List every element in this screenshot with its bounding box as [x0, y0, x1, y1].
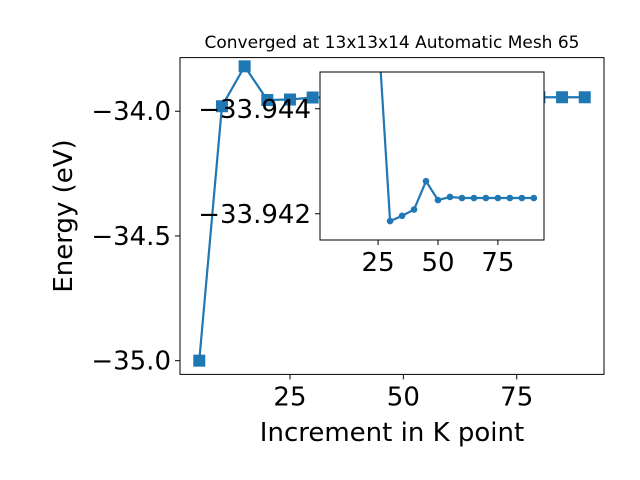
inset-data-point: [482, 194, 490, 202]
main-x-tick-label: 50: [387, 382, 420, 412]
inset-plot-area: [320, 72, 544, 240]
inset-data-point: [530, 194, 538, 202]
inset-data-point: [470, 194, 478, 202]
main-y-tick-label: −34.5: [91, 222, 171, 252]
main-data-point: [556, 91, 569, 104]
inset-y-tick-label: −33.944: [198, 95, 311, 125]
inset-x-ticks: 25 50 75: [362, 240, 514, 278]
inset-data-point: [494, 194, 502, 202]
inset-x-tick-label: 25: [362, 248, 395, 278]
inset-data-point: [422, 177, 430, 185]
inset-series: [379, 72, 538, 225]
inset-axes-frame: [319, 71, 545, 241]
x-axis-label: Increment in K point: [260, 418, 524, 448]
main-data-point: [578, 91, 591, 104]
main-x-tick-label: 25: [273, 382, 306, 412]
inset-data-point: [434, 196, 442, 204]
main-data-point: [283, 93, 296, 106]
inset-data-point: [386, 217, 394, 225]
main-data-point: [306, 91, 319, 104]
inset-data-point: [446, 193, 454, 201]
main-data-point: [215, 100, 228, 113]
main-data-point: [238, 60, 251, 73]
main-data-point: [261, 94, 274, 107]
main-axes-frame: [179, 57, 605, 375]
inset-axes: 25 50 75 −33.944 −33.942: [198, 71, 545, 278]
main-y-tick-label: −35.0: [91, 347, 171, 377]
chart-title: Converged at 13x13x14 Automatic Mesh 65: [205, 33, 580, 53]
inset-x-tick-label: 75: [481, 248, 514, 278]
inset-data-point: [518, 194, 526, 202]
y-axis-label: Energy (eV): [49, 139, 79, 292]
inset-data-point: [410, 206, 418, 213]
inset-y-tick-label: −33.942: [198, 200, 311, 230]
main-y-tick-label: −34.0: [91, 97, 171, 127]
inset-data-point: [458, 194, 466, 202]
inset-x-tick-label: 50: [421, 248, 454, 278]
main-y-ticks: −35.0 −34.5 −34.0: [91, 97, 180, 377]
inset-data-point: [398, 212, 406, 220]
main-data-point: [193, 354, 206, 367]
main-x-ticks: 25 50 75: [273, 374, 533, 412]
main-x-tick-label: 75: [500, 382, 533, 412]
inset-data-point: [506, 194, 514, 202]
inset-y-ticks: −33.944 −33.942: [198, 95, 320, 230]
